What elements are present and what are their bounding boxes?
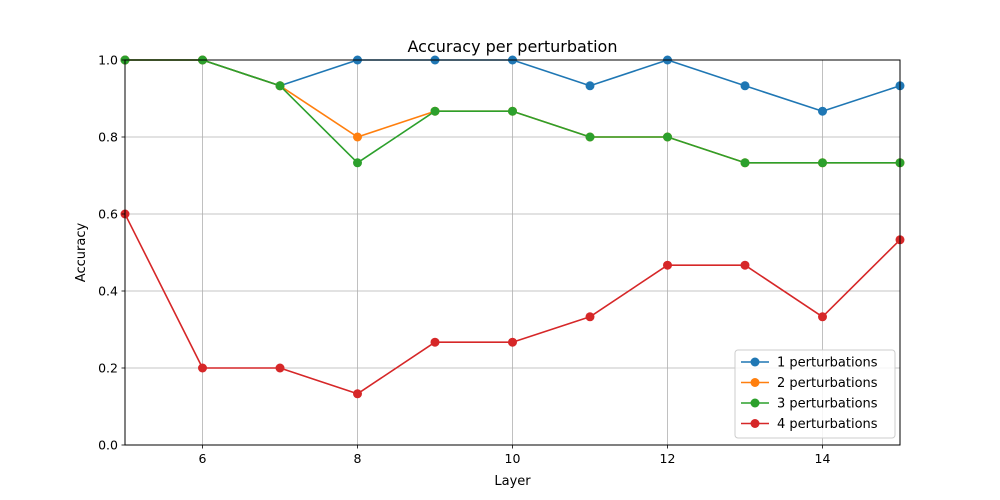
axis-ticks: 6 8 10 12 14 0.0 0.2 0.4 0.6 0.8 1.0: [98, 53, 830, 467]
x-tick-label: 12: [660, 451, 676, 466]
y-tick-label: 0.0: [98, 438, 118, 453]
legend-item: 1 perturbations: [741, 356, 878, 371]
data-point: [740, 158, 750, 168]
legend-item: 4 perturbations: [741, 417, 878, 432]
legend-label: 3 perturbations: [777, 397, 878, 412]
legend-marker: [750, 357, 760, 367]
legend-marker: [750, 398, 760, 408]
data-point: [585, 312, 595, 322]
legend-label: 2 perturbations: [777, 376, 878, 391]
x-tick-label: 10: [505, 451, 521, 466]
x-tick-label: 14: [815, 451, 831, 466]
data-point: [275, 363, 285, 373]
data-point: [353, 132, 362, 142]
data-point: [663, 260, 672, 270]
legend-marker: [750, 378, 760, 387]
chart-title: Accuracy per perturbation: [408, 37, 618, 56]
data-point: [818, 106, 827, 116]
x-tick-label: 8: [354, 451, 362, 466]
data-point: [508, 337, 517, 347]
y-tick-label: 0.6: [98, 207, 118, 222]
data-point: [198, 363, 207, 373]
y-tick-label: 0.4: [98, 284, 118, 299]
x-axis-label: Layer: [494, 474, 531, 489]
data-point: [740, 260, 750, 270]
data-point: [585, 132, 595, 142]
data-point: [275, 81, 285, 91]
legend-box: [734, 349, 896, 439]
data-point: [740, 81, 750, 91]
data-point: [508, 106, 517, 116]
legend-item: 3 perturbations: [741, 397, 878, 412]
data-point: [430, 337, 440, 347]
data-point: [818, 312, 827, 322]
legend-label: 1 perturbations: [777, 356, 878, 371]
series-4: [120, 209, 905, 399]
data-point: [818, 158, 827, 168]
y-tick-label: 1.0: [98, 53, 118, 68]
data-point: [353, 389, 362, 399]
data-point: [585, 81, 595, 91]
legend-label: 4 perturbations: [777, 417, 878, 432]
series-group: [120, 55, 905, 399]
y-tick-label: 0.8: [98, 130, 118, 145]
legend: 1 perturbations 2 perturbations 3 perturba…: [734, 349, 896, 439]
data-point: [430, 106, 440, 116]
legend-item: 2 perturbations: [741, 376, 878, 391]
data-point: [663, 132, 672, 142]
series-3: [120, 55, 905, 168]
legend-marker: [750, 419, 760, 428]
y-axis-label: Accuracy: [74, 223, 89, 283]
data-point: [353, 158, 362, 168]
x-tick-label: 6: [199, 451, 207, 466]
y-tick-label: 0.2: [98, 361, 118, 376]
